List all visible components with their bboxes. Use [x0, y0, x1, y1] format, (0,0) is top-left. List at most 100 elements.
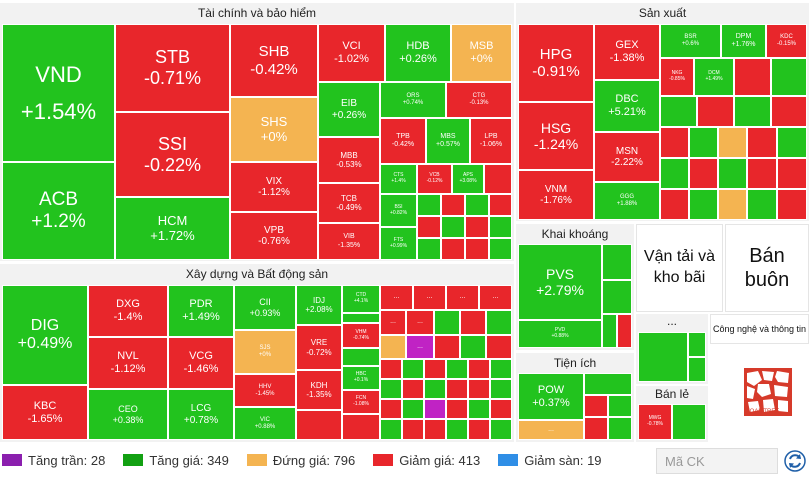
tile-con-m36[interactable] — [446, 419, 468, 440]
tile-mfg-s2[interactable] — [771, 58, 807, 96]
tile-mfg-s17[interactable] — [660, 189, 689, 220]
tile-mfg-s18[interactable] — [689, 189, 718, 220]
tile-mfg-s1[interactable] — [734, 58, 771, 96]
tile-ACB[interactable]: ACB +1.2% — [2, 162, 115, 260]
tile-mfg-s12[interactable] — [660, 158, 689, 189]
tile-HDB[interactable]: HDB +0.26% — [385, 24, 451, 82]
tile-con-m3[interactable]: ... — [446, 285, 479, 310]
tile-PVD[interactable]: PVD +0.88% — [518, 320, 602, 348]
tile-DIG[interactable]: DIG +0.49% — [2, 285, 88, 385]
tile-SHS[interactable]: SHS +0% — [230, 97, 318, 162]
tile-con-m35[interactable] — [424, 419, 446, 440]
tile-con-m31[interactable] — [468, 399, 490, 419]
tile-ret-s1[interactable] — [672, 404, 706, 440]
tile-con-m18[interactable] — [446, 359, 468, 379]
tile-DBC[interactable]: DBC +5.21% — [594, 80, 660, 132]
tile-PDR[interactable]: PDR +1.49% — [168, 285, 234, 337]
tile-con-m11[interactable] — [486, 310, 512, 335]
legend-flat[interactable]: Đứng giá: 796 — [246, 453, 355, 468]
tile-con-m20[interactable] — [490, 359, 512, 379]
tile-LPB[interactable]: LPB -1.06% — [470, 118, 512, 164]
tile-con-m17[interactable] — [424, 359, 446, 379]
tile-ORS[interactable]: ORS +0.74% — [380, 82, 446, 118]
tile-mfg-s3[interactable] — [660, 96, 697, 127]
tile-con-m21[interactable] — [380, 379, 402, 399]
tile-VIC[interactable]: VIC +0.88% — [234, 407, 296, 440]
tile-BSR[interactable]: BSR +0.6% — [660, 24, 721, 58]
tile-VIB[interactable]: VIB -1.35% — [318, 223, 380, 260]
tile-utl-s3[interactable] — [584, 395, 608, 417]
tile-HHV[interactable]: HHV -1.45% — [234, 374, 296, 407]
tile-con-s2[interactable] — [342, 348, 380, 366]
tile-MWG[interactable]: MWG -0.78% — [638, 404, 672, 440]
tile-DCM[interactable]: DCM +1.49% — [694, 58, 734, 96]
tile-NKG[interactable]: NKG -0.85% — [660, 58, 694, 96]
tile-MSN[interactable]: MSN -2.22% — [594, 132, 660, 182]
tile-mfg-s16[interactable] — [777, 158, 807, 189]
tile-FTS[interactable]: FTS +0.99% — [380, 227, 417, 260]
tile-utl-s1[interactable]: ... — [518, 420, 584, 440]
tile-utl-s5[interactable] — [584, 417, 608, 440]
tile-CEO[interactable]: CEO +0.38% — [88, 389, 168, 440]
tile-mfg-s15[interactable] — [747, 158, 777, 189]
tile-CII[interactable]: CII +0.93% — [234, 285, 296, 330]
legend-floor[interactable]: Giảm sàn: 19 — [498, 453, 602, 468]
tile-CTG[interactable]: CTG -0.13% — [446, 82, 512, 118]
tile-HSG[interactable]: HSG -1.24% — [518, 102, 594, 170]
tile-con-m10[interactable] — [460, 310, 486, 335]
tile-CTD[interactable]: CTD +4.1% — [342, 285, 380, 313]
tile-fin-s13[interactable] — [489, 238, 512, 260]
tile-fin-s1[interactable] — [484, 164, 512, 194]
tile-con-s0[interactable] — [296, 410, 342, 440]
tile-mfg-s20[interactable] — [747, 189, 777, 220]
tile-con-m2[interactable]: ... — [413, 285, 446, 310]
tile-NVL[interactable]: NVL -1.12% — [88, 337, 168, 389]
tile-con-m32[interactable] — [490, 399, 512, 419]
tile-TCB[interactable]: TCB -0.49% — [318, 183, 380, 223]
refresh-icon[interactable] — [784, 450, 806, 472]
tile-con-m13[interactable] — [460, 335, 486, 359]
tile-con-m16[interactable] — [402, 359, 424, 379]
tile-MBS[interactable]: MBS +0.57% — [426, 118, 470, 164]
sector-wholesale[interactable]: Bán buôn — [725, 224, 809, 312]
tile-fin-s2[interactable] — [417, 194, 441, 216]
tile-con-m6[interactable] — [380, 335, 406, 359]
tile-con-m33[interactable] — [380, 419, 402, 440]
tile-min-s3[interactable] — [602, 314, 617, 348]
tile-APS[interactable]: APS +3.08% — [452, 164, 484, 194]
tile-con-m24[interactable] — [446, 379, 468, 399]
sector-tech[interactable]: Công nghệ và thông tin — [710, 314, 809, 344]
tile-DPM[interactable]: DPM +1.76% — [721, 24, 766, 58]
tile-fin-s6[interactable] — [417, 216, 441, 238]
tile-con-m23[interactable] — [424, 379, 446, 399]
tile-con-m27[interactable] — [380, 399, 402, 419]
tile-fin-s9[interactable] — [489, 216, 512, 238]
tile-con-m38[interactable] — [490, 419, 512, 440]
tile-SSI[interactable]: SSI -0.22% — [115, 112, 230, 197]
tile-utl-s6[interactable] — [608, 417, 632, 440]
tile-SJS[interactable]: SJS +0% — [234, 330, 296, 374]
tile-VCG[interactable]: VCG -1.46% — [168, 337, 234, 389]
tile-oth-s1[interactable] — [638, 332, 688, 382]
tile-con-m37[interactable] — [468, 419, 490, 440]
tile-HPG[interactable]: HPG -0.91% — [518, 24, 594, 102]
tile-con-m15[interactable] — [380, 359, 402, 379]
tile-min-s1[interactable] — [602, 244, 632, 280]
tile-VRE[interactable]: VRE -0.72% — [296, 325, 342, 370]
tile-oth-s2[interactable] — [688, 332, 706, 357]
tile-fin-s8[interactable] — [465, 216, 489, 238]
tile-fin-s10[interactable] — [417, 238, 441, 260]
tile-mfg-s7[interactable] — [660, 127, 689, 158]
tile-DXG[interactable]: DXG -1.4% — [88, 285, 168, 337]
tile-fin-s11[interactable] — [441, 238, 465, 260]
tile-VPB[interactable]: VPB -0.76% — [230, 212, 318, 260]
tile-KDC[interactable]: KDC -0.15% — [766, 24, 807, 58]
sector-transport[interactable]: Vận tải và kho bãi — [636, 224, 723, 312]
tile-con-s3[interactable] — [342, 414, 380, 440]
tile-VHM[interactable]: VHM -0.74% — [342, 323, 380, 348]
tile-con-s1[interactable] — [342, 313, 380, 323]
tile-mfg-s5[interactable] — [734, 96, 771, 127]
tile-mfg-s19[interactable] — [718, 189, 747, 220]
tile-FCN[interactable]: FCN -1.08% — [342, 390, 380, 414]
tile-mfg-s14[interactable] — [718, 158, 747, 189]
